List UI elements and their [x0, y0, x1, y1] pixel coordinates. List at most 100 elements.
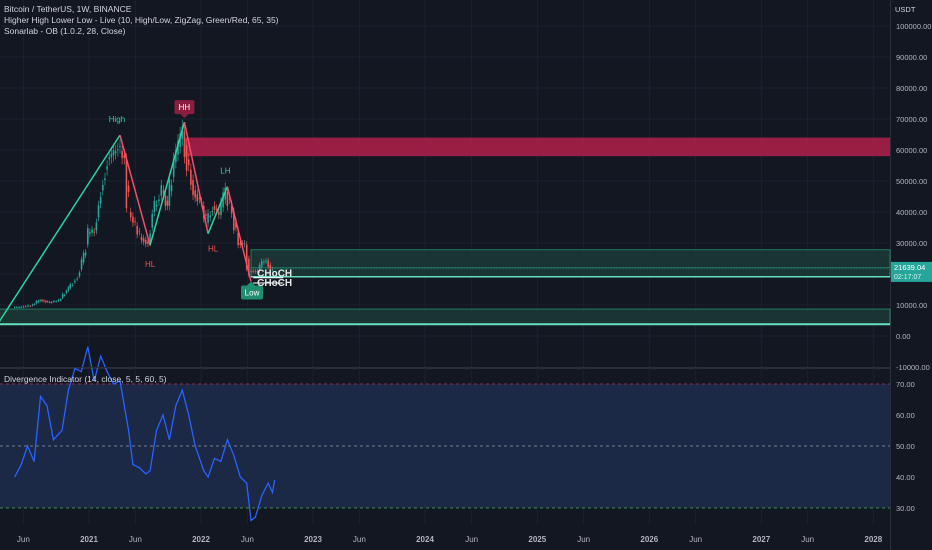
candle-body[interactable]: [237, 232, 239, 246]
candle-body[interactable]: [61, 293, 64, 298]
candle-body[interactable]: [222, 192, 224, 208]
candle-body[interactable]: [65, 290, 68, 293]
candle-body[interactable]: [260, 260, 263, 267]
candle-body[interactable]: [112, 150, 115, 156]
bullish-order-block[interactable]: [0, 308, 891, 325]
candle-body[interactable]: [80, 259, 83, 270]
candle-body[interactable]: [192, 179, 194, 196]
candle-body[interactable]: [43, 300, 45, 302]
candle-body[interactable]: [110, 153, 113, 158]
candle-body[interactable]: [258, 264, 261, 271]
candle-body[interactable]: [209, 215, 212, 218]
candle-body[interactable]: [41, 300, 43, 302]
candle-body[interactable]: [158, 199, 160, 202]
candle-body[interactable]: [185, 145, 188, 171]
candle-body[interactable]: [57, 299, 60, 301]
candle-body[interactable]: [271, 269, 274, 270]
candle-body[interactable]: [123, 155, 126, 159]
candle-body[interactable]: [16, 307, 18, 308]
candle-body[interactable]: [37, 300, 40, 303]
candle-body[interactable]: [207, 213, 209, 223]
main-pane[interactable]: [0, 0, 890, 368]
candle-body[interactable]: [134, 221, 136, 223]
candle-body[interactable]: [119, 145, 121, 147]
candle-body[interactable]: [78, 272, 81, 277]
candle-body[interactable]: [164, 195, 167, 207]
candle-body[interactable]: [125, 159, 128, 209]
candle-body[interactable]: [187, 159, 190, 166]
candle-body[interactable]: [74, 280, 76, 283]
candle-body[interactable]: [13, 307, 16, 308]
candle-body[interactable]: [63, 294, 66, 296]
candle-body[interactable]: [76, 278, 78, 280]
candle-body[interactable]: [147, 241, 149, 244]
candle-body[interactable]: [160, 185, 163, 196]
candle-body[interactable]: [190, 169, 192, 185]
candle-body[interactable]: [104, 178, 106, 180]
legend-symbol[interactable]: Bitcoin / TetherUS, 1W, BINANCE: [4, 4, 132, 14]
candle-body[interactable]: [162, 190, 165, 195]
candle-body[interactable]: [183, 131, 186, 158]
candle-body[interactable]: [233, 212, 235, 231]
candle-body[interactable]: [155, 205, 158, 207]
candle-body[interactable]: [59, 299, 62, 301]
candle-body[interactable]: [248, 258, 250, 276]
candle-body[interactable]: [254, 270, 257, 272]
candle-body[interactable]: [142, 238, 145, 242]
candle-body[interactable]: [217, 212, 220, 215]
candle-body[interactable]: [256, 270, 259, 272]
candle-body[interactable]: [245, 244, 248, 269]
candle-body[interactable]: [48, 302, 51, 303]
candle-body[interactable]: [181, 126, 184, 140]
candle-body[interactable]: [269, 264, 272, 269]
candle-body[interactable]: [220, 201, 222, 216]
legend-indicator-ob[interactable]: Sonarlab - OB (1.0.2, 28, Close): [4, 26, 126, 36]
candle-body[interactable]: [121, 151, 123, 158]
candle-body[interactable]: [194, 190, 196, 198]
last-price-tag[interactable]: [891, 261, 932, 282]
candle-body[interactable]: [168, 179, 171, 206]
candle-body[interactable]: [29, 306, 32, 307]
candle-body[interactable]: [86, 228, 89, 245]
candle-body[interactable]: [129, 212, 132, 218]
candle-body[interactable]: [95, 222, 98, 231]
candle-body[interactable]: [106, 166, 108, 170]
candle-body[interactable]: [211, 211, 214, 212]
candle-body[interactable]: [166, 200, 169, 206]
candle-body[interactable]: [89, 232, 91, 234]
candle-body[interactable]: [153, 200, 156, 212]
candle-body[interactable]: [69, 284, 72, 288]
candle-body[interactable]: [108, 157, 111, 160]
candle-body[interactable]: [46, 301, 49, 303]
candle-body[interactable]: [235, 222, 237, 228]
candle-body[interactable]: [55, 301, 57, 303]
candle-body[interactable]: [149, 233, 151, 243]
rsi-line[interactable]: [14, 346, 276, 522]
candle-body[interactable]: [230, 205, 233, 214]
candle-body[interactable]: [226, 191, 229, 207]
candle-body[interactable]: [144, 239, 147, 245]
candle-body[interactable]: [175, 150, 177, 163]
candle-body[interactable]: [252, 270, 254, 272]
bearish-order-block[interactable]: [184, 137, 891, 157]
candle-body[interactable]: [91, 229, 93, 233]
candle-body[interactable]: [114, 151, 117, 154]
candle-body[interactable]: [93, 231, 96, 233]
candle-body[interactable]: [20, 306, 22, 308]
candle-body[interactable]: [140, 236, 143, 241]
candle-body[interactable]: [267, 260, 269, 267]
candle-body[interactable]: [27, 305, 29, 307]
candle-body[interactable]: [250, 270, 252, 273]
candle-body[interactable]: [136, 225, 138, 235]
candle-body[interactable]: [213, 205, 216, 210]
candle-body[interactable]: [215, 208, 218, 210]
candle-body[interactable]: [35, 301, 38, 304]
candle-body[interactable]: [22, 306, 25, 308]
candle-body[interactable]: [138, 231, 141, 233]
candle-body[interactable]: [243, 243, 246, 245]
candle-body[interactable]: [71, 284, 74, 286]
candle-body[interactable]: [172, 158, 175, 177]
legend-indicator-zigzag[interactable]: Higher High Lower Low - Live (10, High/L…: [4, 15, 279, 25]
candle-body[interactable]: [151, 213, 154, 228]
